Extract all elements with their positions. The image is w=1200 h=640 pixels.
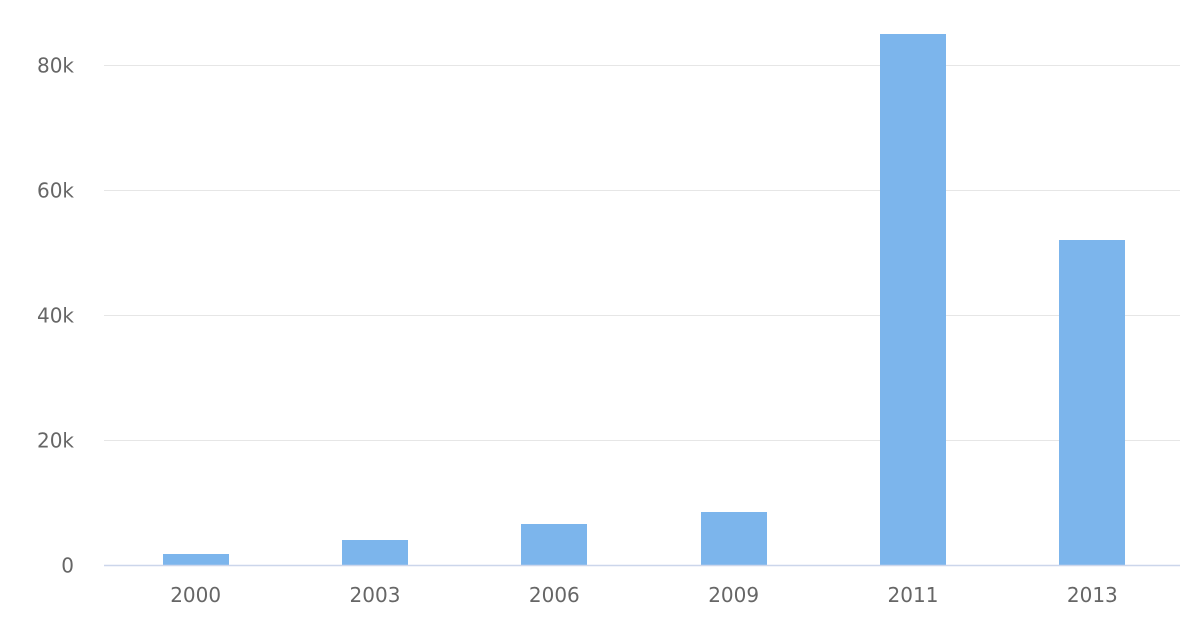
y-tick-label: 60k: [37, 179, 74, 203]
bar-2003[interactable]: [342, 540, 408, 565]
bar-series: [163, 34, 1125, 565]
x-tick-label: 2000: [170, 583, 221, 607]
x-tick-label: 2009: [708, 583, 759, 607]
y-axis-tick-labels: 0 20k 40k 60k 80k: [37, 54, 74, 578]
x-tick-label: 2013: [1067, 583, 1118, 607]
bar-2011[interactable]: [880, 34, 946, 565]
x-tick-label: 2006: [529, 583, 580, 607]
x-tick-label: 2011: [888, 583, 939, 607]
grid-lines: [104, 65, 1180, 441]
y-tick-label: 80k: [37, 54, 74, 78]
bar-2013[interactable]: [1059, 240, 1125, 565]
bar-2009[interactable]: [701, 512, 767, 565]
y-tick-label: 20k: [37, 429, 74, 453]
y-tick-label: 40k: [37, 304, 74, 328]
bar-2006[interactable]: [521, 524, 587, 565]
x-axis-tick-labels: 2000 2003 2006 2009 2011 2013: [170, 583, 1118, 607]
x-tick-label: 2003: [350, 583, 401, 607]
bar-2000[interactable]: [163, 554, 229, 565]
y-tick-label: 0: [61, 554, 74, 578]
